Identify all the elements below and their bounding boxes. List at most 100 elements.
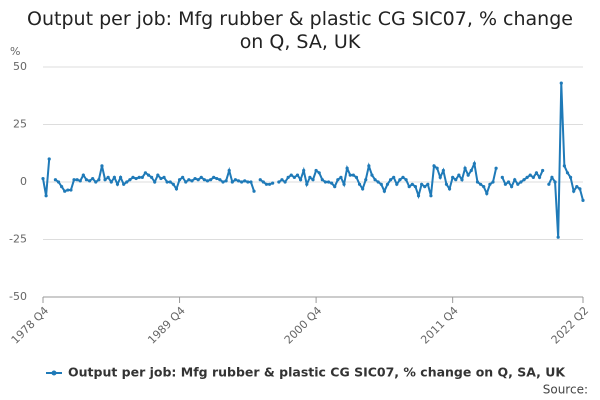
point (506, 180, 511, 184)
point (562, 164, 566, 168)
point (478, 182, 483, 186)
point (367, 164, 371, 168)
point (404, 178, 408, 182)
point (267, 182, 272, 186)
point (463, 166, 467, 170)
point (196, 178, 200, 182)
point (513, 178, 517, 182)
point (351, 173, 355, 177)
point (60, 185, 64, 189)
point (451, 175, 455, 179)
point (81, 173, 85, 177)
point (398, 178, 402, 182)
point (125, 180, 129, 184)
point (370, 173, 374, 177)
point (485, 191, 489, 196)
point (302, 168, 306, 173)
point (44, 194, 48, 198)
point (559, 81, 563, 85)
point (181, 175, 185, 179)
point (373, 178, 377, 182)
point (236, 179, 241, 183)
point (578, 187, 582, 191)
point (202, 178, 206, 182)
point (516, 182, 520, 186)
point (103, 178, 107, 182)
point (94, 180, 98, 184)
point (531, 175, 535, 179)
point (336, 178, 340, 182)
y-tick-label: 25 (13, 118, 27, 131)
point (286, 175, 290, 179)
point (401, 175, 405, 179)
point (382, 189, 386, 193)
point (534, 171, 539, 175)
point (522, 178, 526, 182)
point (56, 180, 61, 184)
y-tick-label: 0 (20, 175, 27, 188)
point (143, 171, 148, 175)
point (572, 189, 576, 193)
legend-marker (51, 370, 57, 376)
point (298, 178, 303, 182)
point (115, 182, 120, 186)
point (208, 178, 213, 182)
point (218, 178, 222, 182)
point (221, 180, 225, 184)
point (53, 178, 58, 182)
point (500, 175, 504, 179)
point (233, 178, 238, 182)
point (131, 175, 135, 179)
y-tick-label: -50 (9, 290, 27, 303)
x-tick-label: 1989 Q4 (145, 304, 188, 347)
point (84, 178, 89, 182)
point (525, 175, 529, 179)
x-tick-label: 2011 Q4 (418, 304, 461, 347)
point (271, 181, 275, 185)
point (171, 182, 175, 186)
point (385, 182, 390, 186)
point (413, 185, 418, 189)
point (392, 175, 396, 179)
x-tick-label: 1978 Q4 (9, 304, 52, 347)
point (519, 180, 523, 184)
point (323, 180, 328, 184)
point (568, 175, 573, 179)
point (230, 180, 234, 184)
point (447, 187, 452, 191)
point (339, 175, 343, 179)
point (376, 180, 380, 184)
point (510, 185, 514, 189)
point (109, 180, 113, 184)
point (305, 182, 309, 186)
point (87, 179, 92, 183)
point (277, 180, 281, 184)
point (134, 176, 138, 181)
point (174, 187, 179, 191)
point (308, 175, 312, 179)
point (78, 179, 82, 183)
line (42, 83, 584, 238)
point (243, 179, 247, 183)
y-axis-label: % (10, 45, 20, 58)
point (283, 180, 287, 184)
point (261, 180, 265, 184)
point (333, 185, 337, 189)
point (454, 178, 458, 182)
point (156, 173, 160, 177)
point (550, 175, 554, 179)
point (75, 178, 79, 182)
point (364, 178, 368, 182)
point (264, 182, 269, 186)
point (224, 179, 228, 183)
point (240, 180, 244, 184)
chart-title: Output per job: Mfg rubber & plastic CG … (27, 8, 573, 53)
point (466, 173, 470, 177)
point (252, 189, 256, 193)
point (227, 168, 231, 173)
point (246, 180, 250, 184)
point (494, 166, 498, 170)
point (97, 178, 101, 182)
point (326, 180, 331, 184)
